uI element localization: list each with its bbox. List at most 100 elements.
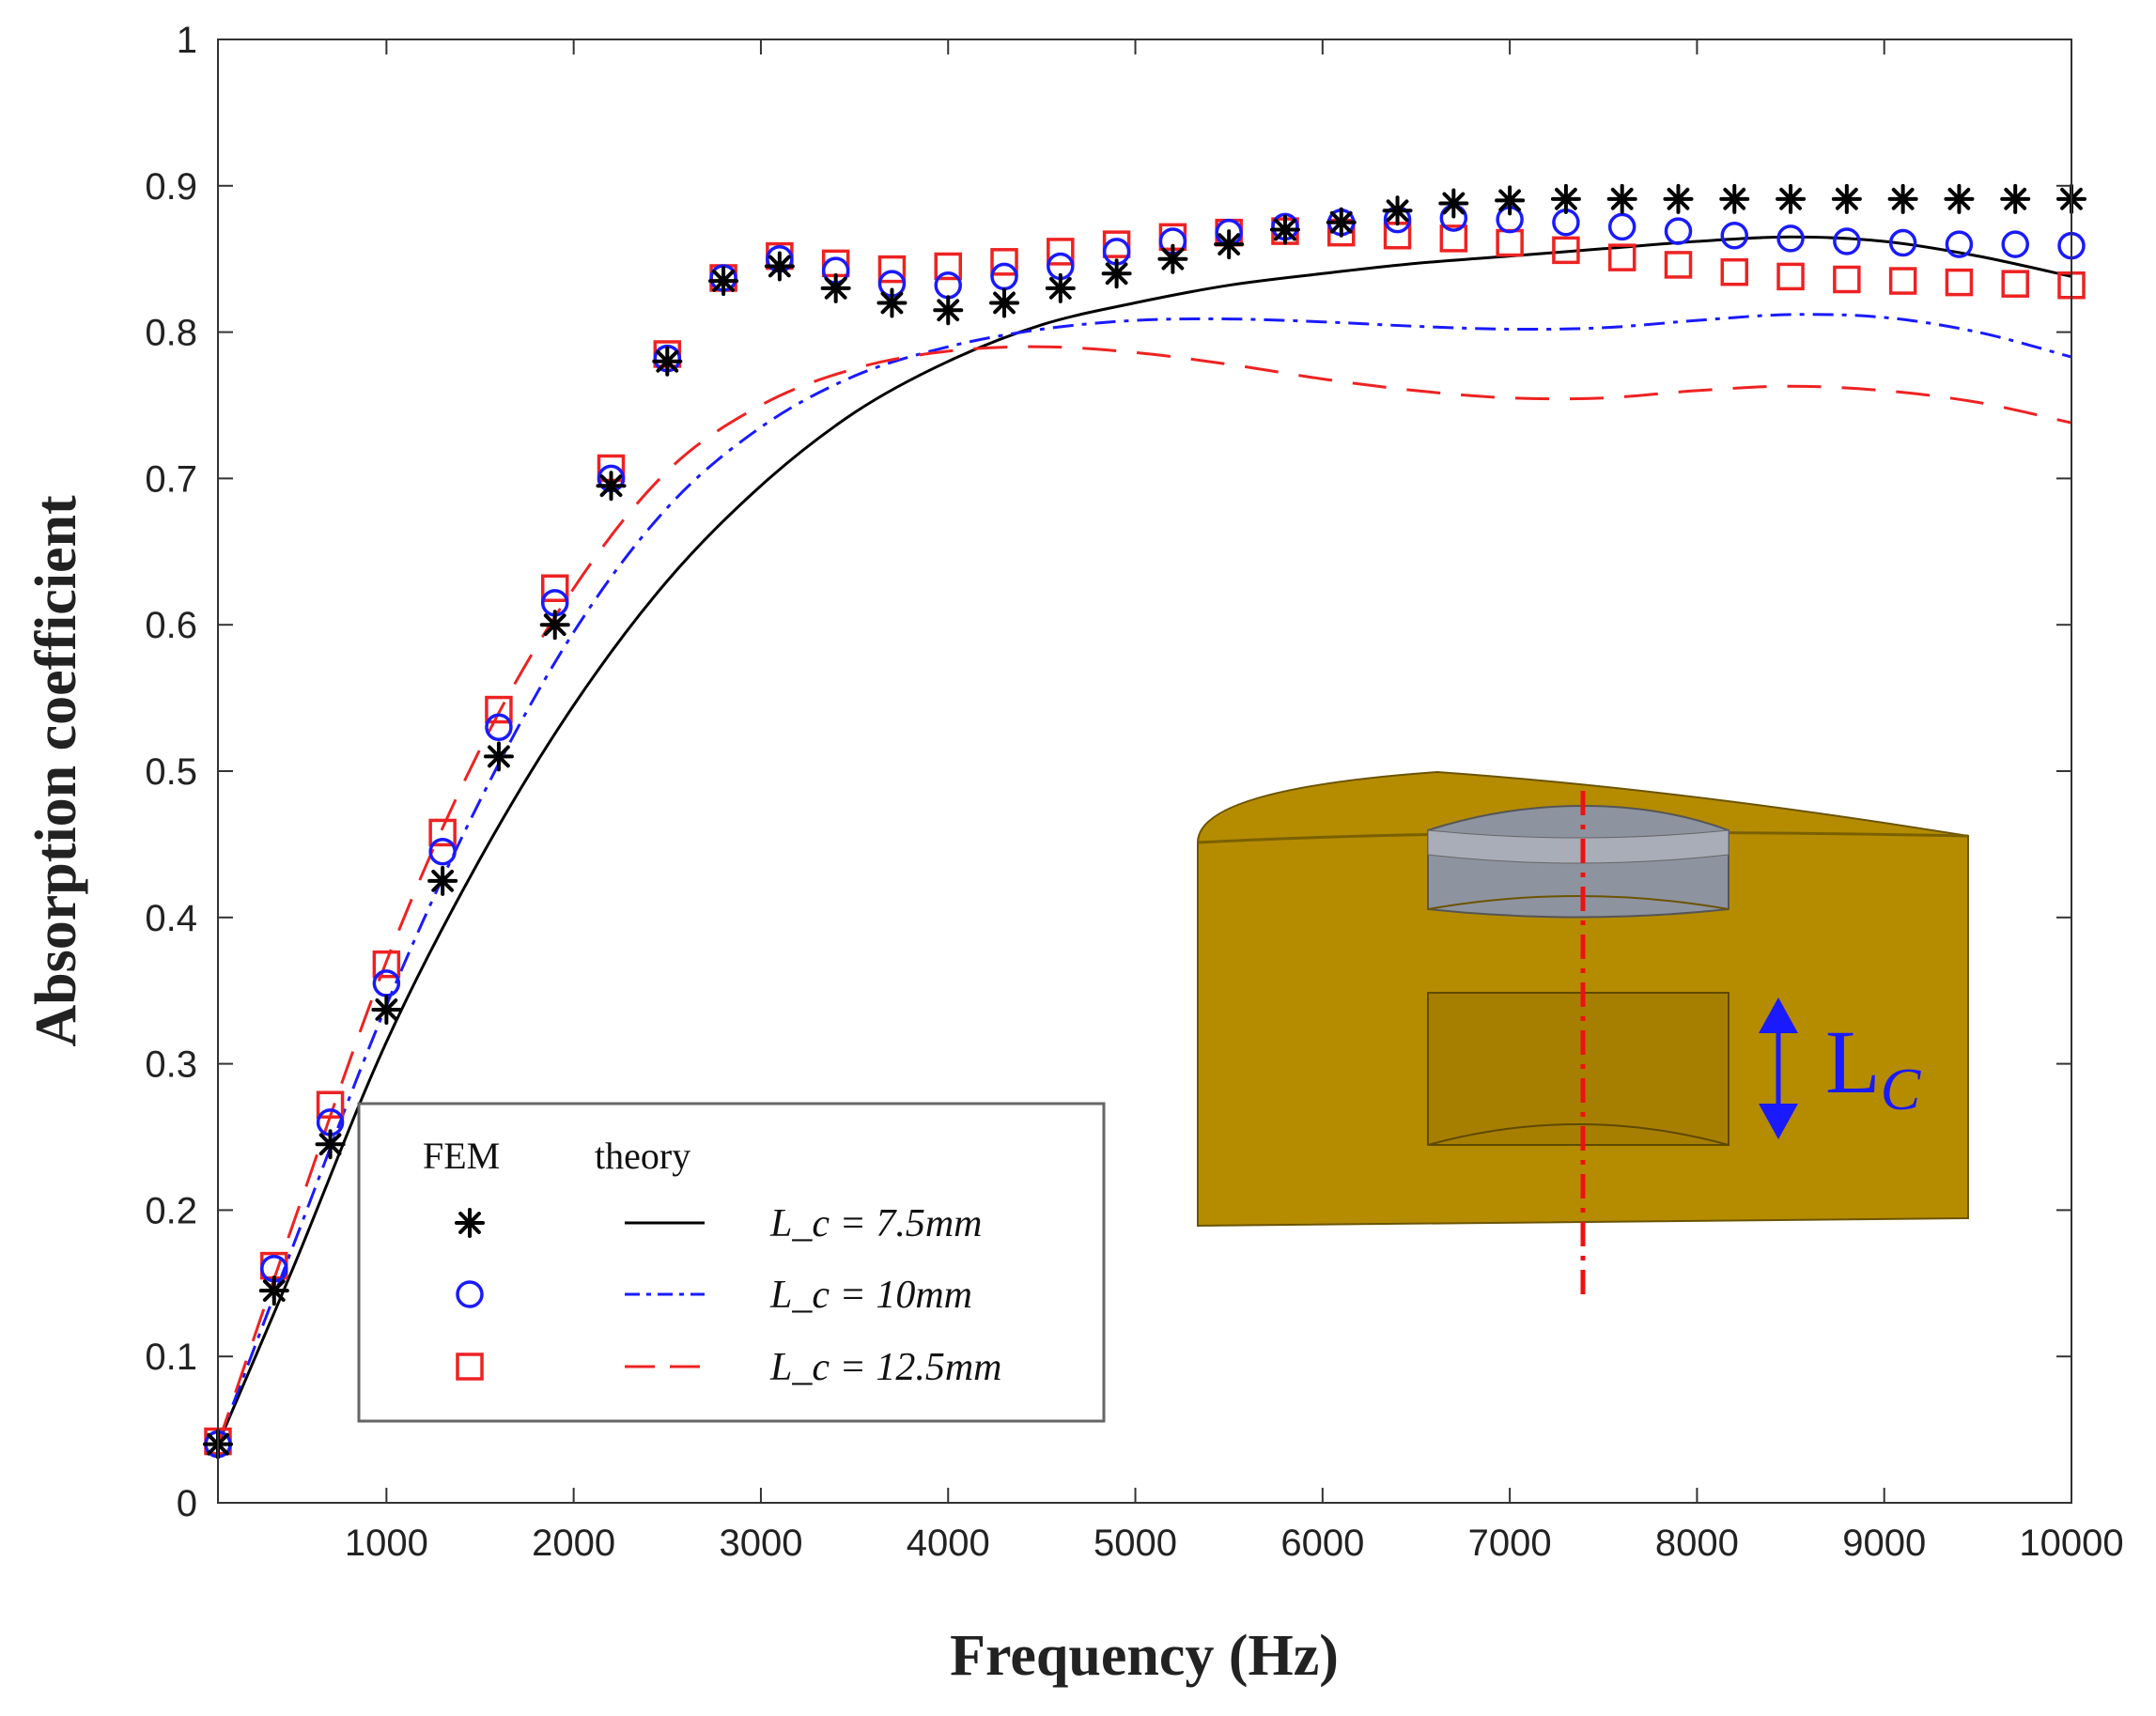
x-tick-label: 6000: [1280, 1523, 1364, 1564]
fem-point: [1157, 243, 1188, 274]
fem-point: [1269, 214, 1300, 245]
y-tick-label: 0.9: [145, 166, 197, 208]
y-tick-label: 0.8: [145, 313, 197, 354]
x-axis-title: Frequency (Hz): [950, 1624, 1339, 1688]
fem-point: [933, 295, 964, 326]
fem-point: [315, 1129, 346, 1160]
y-tick-label: 0.6: [145, 605, 197, 646]
legend-marker: [456, 1353, 484, 1381]
fem-point: [427, 865, 458, 896]
lc-arrow: [1759, 997, 1798, 1139]
fem-point: [1438, 188, 1469, 219]
fem-point: [1945, 230, 1974, 258]
fem-point: [1831, 183, 1862, 214]
fem-point: [540, 574, 569, 602]
fem-series: [203, 183, 2086, 1460]
fem-point: [1047, 238, 1075, 266]
fem-point: [1720, 222, 1749, 250]
fem-point: [1888, 267, 1917, 295]
fem-point: [1550, 183, 1581, 214]
fem-point: [876, 287, 907, 318]
fem-point: [1663, 183, 1694, 214]
legend-marker: [456, 1280, 484, 1308]
fem-point: [1833, 265, 1861, 294]
fem-point: [1102, 230, 1131, 258]
fem-point: [2000, 183, 2031, 214]
fem-markers: [203, 183, 2086, 1460]
fem-point: [1606, 183, 1637, 214]
fem-point: [1720, 257, 1749, 286]
fem-point: [1382, 195, 1413, 226]
inset-back-cavity-floor: [1427, 1123, 1729, 1146]
fem-point: [1664, 217, 1693, 245]
x-tick-label: 7000: [1468, 1523, 1552, 1564]
fem-point: [1888, 228, 1917, 257]
fem-point: [934, 252, 962, 281]
fem-point: [1776, 224, 1805, 253]
fem-point: [1214, 229, 1245, 260]
inset-lc-label: LC: [1825, 1012, 1922, 1122]
fem-point: [1664, 251, 1693, 279]
y-tick-label: 0.5: [145, 751, 197, 793]
y-tick-label: 0.7: [145, 458, 197, 500]
fem-point: [428, 837, 457, 866]
fem-point: [1887, 183, 1918, 214]
fem-point: [428, 818, 457, 847]
fem-point: [1607, 243, 1636, 271]
fem-point: [1326, 207, 1357, 238]
inset-back-cavity: [1427, 992, 1729, 1146]
fem-point: [877, 255, 907, 284]
fem-point: [485, 695, 513, 724]
fem-point: [1607, 212, 1636, 241]
fem-point: [820, 272, 851, 303]
fem-point: [2001, 270, 2029, 298]
fem-point: [596, 471, 627, 502]
x-tick-label: 4000: [907, 1523, 990, 1564]
y-tick-label: 0.4: [145, 898, 197, 939]
fem-point: [483, 741, 514, 772]
legend: FEM theory L_c = 7.5mm L_c = 10mm L_c = 12…: [357, 1102, 1106, 1423]
y-tick-label: 0.3: [145, 1044, 197, 1086]
legend-label: L_c = 7.5mm: [769, 1202, 983, 1245]
fem-point: [1944, 183, 1975, 214]
fem-point: [1776, 183, 1807, 214]
x-tick-label: 10000: [2019, 1523, 2123, 1564]
fem-point: [539, 610, 570, 641]
legend-header-theory: theory: [595, 1135, 690, 1177]
y-tick-label: 0.2: [145, 1190, 197, 1231]
x-tick-label: 5000: [1094, 1523, 1177, 1564]
inset-upper-cavity-floor: [1427, 895, 1729, 910]
legend-header-fem: FEM: [423, 1135, 500, 1177]
legend-marker: [455, 1208, 485, 1238]
fem-point: [485, 713, 513, 742]
fem-point: [1719, 183, 1750, 214]
theory-line: [216, 313, 2072, 1445]
fem-point: [1495, 185, 1526, 216]
fem-point: [708, 266, 739, 297]
fem-point: [1439, 224, 1468, 253]
fem-point: [2001, 230, 2029, 258]
fem-point: [989, 287, 1020, 318]
legend-label: L_c = 12.5mm: [769, 1346, 1002, 1389]
theory-line: [216, 345, 2072, 1445]
legend-label: L_c = 10mm: [769, 1274, 972, 1317]
fem-point: [990, 248, 1018, 276]
fem-point: [372, 950, 401, 979]
fem-point: [1945, 268, 1974, 297]
fem-point: [371, 994, 402, 1025]
fem-point: [316, 1090, 345, 1119]
y-tick-label: 1: [177, 20, 197, 61]
fem-point: [1552, 236, 1580, 265]
fem-point: [258, 1275, 289, 1306]
fem-point: [1833, 227, 1861, 255]
y-tick-label: 0.1: [145, 1337, 197, 1378]
inset-illustration: LC: [1197, 770, 1969, 1294]
x-tick-label: 8000: [1655, 1523, 1739, 1564]
fem-point: [764, 251, 795, 282]
axis-ticks: 1000 2000 3000 4000 5000 6000 7000 8000 9000 1000…: [145, 20, 2123, 1564]
legend-rows: L_c = 7.5mm L_c = 10mm L_c = 12.5mm: [455, 1202, 1002, 1389]
inset-lc-main: L: [1825, 1012, 1881, 1112]
x-tick-label: 9000: [1842, 1523, 1926, 1564]
x-tick-label: 2000: [532, 1523, 615, 1564]
